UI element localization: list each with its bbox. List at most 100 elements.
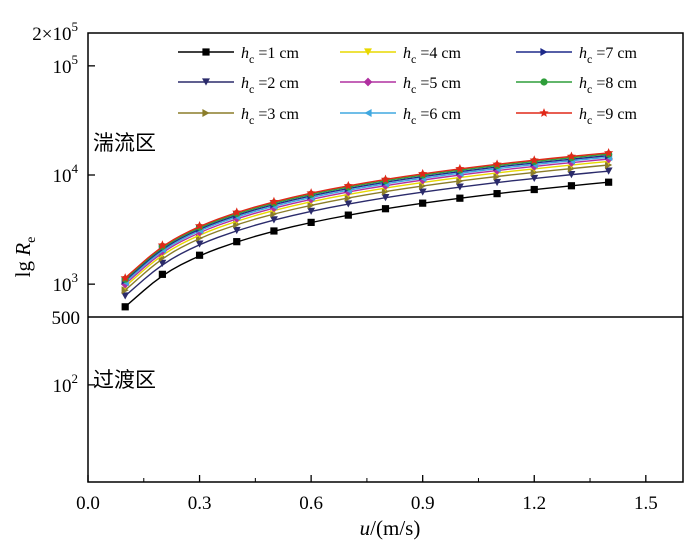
legend-var: h bbox=[579, 106, 587, 123]
data-point bbox=[306, 188, 316, 197]
data-point bbox=[381, 205, 390, 213]
x-axis-var: u bbox=[360, 516, 371, 540]
data-point bbox=[158, 270, 166, 278]
series-3 bbox=[121, 161, 613, 295]
legend-var: h bbox=[403, 45, 411, 62]
region-label-transition: 过渡区 bbox=[93, 368, 156, 392]
y-axis-prefix: lg bbox=[11, 256, 35, 278]
legend-sub: c bbox=[249, 82, 254, 96]
data-point bbox=[493, 178, 502, 187]
data-point bbox=[530, 185, 538, 194]
series-line bbox=[124, 170, 610, 297]
plot-frame bbox=[87, 32, 684, 483]
data-point bbox=[530, 174, 539, 183]
legend-sub: c bbox=[587, 52, 592, 66]
legend-marker bbox=[364, 109, 372, 117]
series-9 bbox=[120, 147, 614, 282]
series-2 bbox=[121, 167, 613, 300]
legend-value: =8 cm bbox=[592, 75, 637, 92]
y-tick-label: 102 bbox=[53, 371, 79, 397]
legend-marker bbox=[540, 78, 548, 86]
legend-label: hc =4 cm bbox=[403, 45, 461, 66]
data-point bbox=[269, 196, 279, 206]
y-top-label-base: 2×10 bbox=[32, 24, 71, 45]
data-point bbox=[121, 292, 130, 300]
data-point bbox=[270, 227, 278, 235]
data-point bbox=[605, 178, 613, 186]
series-5 bbox=[120, 154, 613, 289]
y-tick-label-exp: 3 bbox=[72, 270, 79, 285]
legend-value: =3 cm bbox=[254, 106, 299, 123]
legend-var: h bbox=[241, 75, 249, 92]
data-point bbox=[269, 216, 278, 224]
legend-value: =5 cm bbox=[416, 75, 461, 92]
data-point bbox=[344, 200, 353, 208]
legend-label: hc =9 cm bbox=[579, 106, 637, 127]
series-line bbox=[124, 181, 609, 308]
y-axis-sub: e bbox=[24, 237, 39, 243]
legend-marker bbox=[202, 109, 210, 117]
data-point bbox=[418, 168, 428, 178]
x-tick-label: 0.6 bbox=[299, 493, 323, 514]
legend-item: hc =7 cm bbox=[516, 45, 637, 66]
legend-sub: c bbox=[411, 82, 416, 96]
data-point bbox=[120, 273, 130, 282]
series-1 bbox=[121, 178, 613, 311]
data-point bbox=[566, 151, 577, 161]
data-point bbox=[157, 240, 167, 250]
y-axis-title: lg Re bbox=[11, 237, 39, 278]
legend-marker bbox=[202, 78, 210, 86]
data-point bbox=[418, 188, 427, 196]
data-point bbox=[121, 303, 129, 311]
series-layer bbox=[120, 147, 614, 311]
legend-sub: c bbox=[249, 52, 254, 66]
data-point bbox=[455, 183, 464, 191]
x-axis-title: u/(m/s) bbox=[360, 516, 421, 540]
series-line bbox=[124, 158, 610, 285]
data-point bbox=[492, 159, 502, 169]
data-point bbox=[195, 251, 204, 259]
y-tick-label-base: 10 bbox=[53, 166, 72, 187]
legend-value: =2 cm bbox=[254, 75, 299, 92]
data-point bbox=[567, 182, 576, 190]
data-point bbox=[381, 194, 390, 202]
legend-value: =4 cm bbox=[416, 45, 461, 62]
data-point bbox=[232, 226, 241, 235]
series-6 bbox=[121, 153, 613, 287]
series-line bbox=[124, 160, 609, 288]
legend-sub: c bbox=[249, 113, 254, 127]
legend-item: hc =6 cm bbox=[340, 106, 461, 127]
legend-value: =1 cm bbox=[254, 45, 299, 62]
y-top-label: 2×105 bbox=[32, 19, 78, 45]
legend-item: hc =2 cm bbox=[178, 75, 299, 96]
legend-value: =7 cm bbox=[592, 45, 637, 62]
series-8 bbox=[121, 150, 613, 283]
y-tick-label-exp: 5 bbox=[72, 52, 79, 67]
data-point bbox=[343, 180, 353, 190]
data-point bbox=[419, 199, 427, 207]
legend-value: =9 cm bbox=[592, 106, 637, 123]
data-point bbox=[456, 194, 464, 202]
legend-var: h bbox=[403, 106, 411, 123]
legend-item: hc =8 cm bbox=[516, 75, 637, 96]
y-tick-label-exp: 2 bbox=[72, 371, 79, 386]
data-point bbox=[380, 174, 391, 184]
legend-sub: c bbox=[411, 52, 416, 66]
legend-var: h bbox=[403, 75, 411, 92]
legend-label: hc =6 cm bbox=[403, 106, 461, 127]
series-line bbox=[124, 154, 609, 282]
legend-marker bbox=[363, 77, 373, 87]
series-line bbox=[124, 164, 609, 291]
data-point bbox=[493, 190, 501, 198]
legend-label: hc =2 cm bbox=[241, 75, 299, 96]
data-point bbox=[604, 147, 614, 157]
y-tick-label-base: 10 bbox=[53, 376, 72, 397]
legend-value: =6 cm bbox=[416, 106, 461, 123]
series-line bbox=[124, 156, 610, 283]
legend-var: h bbox=[241, 45, 249, 62]
data-point bbox=[307, 207, 316, 215]
data-point bbox=[567, 171, 576, 179]
